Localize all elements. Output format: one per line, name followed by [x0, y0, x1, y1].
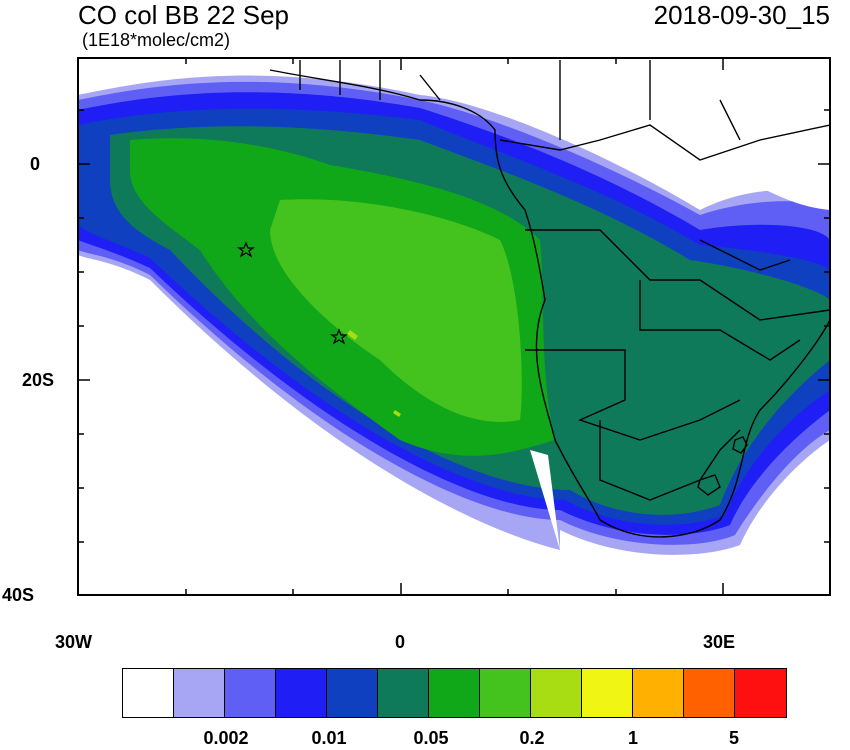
colorbar-swatch: [327, 669, 378, 717]
colorbar: [122, 668, 787, 718]
colorbar-label: 0.05: [413, 728, 449, 748]
star-marker: [330, 328, 348, 345]
y-tick-label: 20S: [22, 370, 55, 390]
y-tick-label: 40S: [2, 585, 35, 605]
x-tick-label: 30E: [703, 632, 736, 652]
colorbar-swatch: [633, 669, 684, 717]
colorbar-swatch: [480, 669, 531, 717]
colorbar-swatch: [174, 669, 225, 717]
colorbar-label: 0.002: [203, 728, 249, 748]
colorbar-label: 0.2: [519, 728, 545, 748]
colorbar-label: 1: [627, 728, 639, 748]
colorbar-label: 5: [728, 728, 740, 748]
star-marker: [237, 241, 255, 258]
colorbar-swatch: [123, 669, 174, 717]
colorbar-swatch: [582, 669, 633, 717]
coastlines: [269, 60, 830, 538]
colorbar-swatch: [735, 669, 786, 717]
x-tick-label: 30W: [55, 632, 93, 652]
co-plume-field: [78, 58, 830, 555]
units-label: (1E18*molec/cm2): [82, 30, 231, 50]
map-title: CO col BB 22 Sep: [78, 0, 289, 30]
colorbar-label: 0.01: [311, 728, 347, 748]
colorbar-swatch: [429, 669, 480, 717]
colorbar-swatch: [225, 669, 276, 717]
colorbar-swatch: [378, 669, 429, 717]
x-tick-label: 0: [395, 632, 406, 652]
timestamp-label: 2018-09-30_15: [653, 0, 830, 30]
axis-ticks: [78, 58, 830, 595]
y-tick-label: 0: [30, 154, 41, 174]
colorbar-swatch: [276, 669, 327, 717]
colorbar-swatch: [531, 669, 582, 717]
colorbar-swatch: [684, 669, 735, 717]
